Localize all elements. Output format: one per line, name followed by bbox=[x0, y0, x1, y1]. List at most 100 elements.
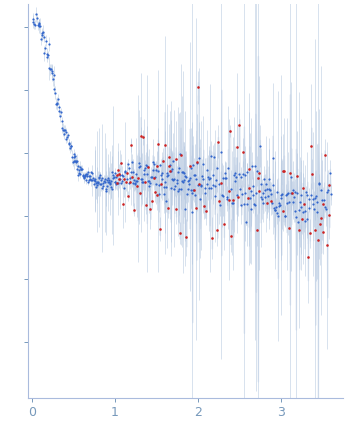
Point bbox=[241, 200, 247, 207]
Point bbox=[70, 158, 76, 165]
Point bbox=[249, 162, 255, 169]
Point bbox=[194, 176, 199, 183]
Point bbox=[105, 179, 111, 186]
Point bbox=[93, 184, 98, 191]
Point bbox=[140, 179, 146, 186]
Point bbox=[263, 180, 269, 187]
Point bbox=[139, 179, 145, 186]
Point bbox=[173, 206, 179, 213]
Point bbox=[179, 177, 184, 184]
Point bbox=[195, 160, 200, 166]
Point bbox=[246, 185, 251, 192]
Point bbox=[244, 168, 250, 175]
Point bbox=[134, 177, 140, 184]
Point bbox=[242, 172, 247, 179]
Point bbox=[142, 179, 148, 186]
Point bbox=[30, 18, 35, 25]
Point bbox=[96, 174, 101, 181]
Point bbox=[251, 192, 256, 199]
Point bbox=[168, 161, 173, 168]
Point bbox=[266, 186, 272, 193]
Point bbox=[44, 54, 50, 61]
Point bbox=[125, 161, 131, 168]
Point bbox=[257, 170, 262, 177]
Point bbox=[321, 201, 326, 208]
Point bbox=[184, 234, 189, 241]
Point bbox=[158, 162, 163, 169]
Point bbox=[200, 175, 205, 182]
Point bbox=[130, 169, 135, 176]
Point bbox=[45, 52, 51, 59]
Point bbox=[215, 139, 221, 146]
Point bbox=[150, 159, 155, 166]
Point bbox=[314, 208, 319, 215]
Point bbox=[298, 191, 303, 198]
Point bbox=[286, 225, 292, 232]
Point bbox=[107, 180, 113, 187]
Point bbox=[158, 180, 164, 187]
Point bbox=[260, 190, 265, 197]
Point bbox=[169, 175, 175, 182]
Point bbox=[325, 186, 331, 193]
Point bbox=[98, 180, 104, 187]
Point bbox=[40, 29, 46, 36]
Point bbox=[324, 242, 330, 249]
Point bbox=[129, 158, 134, 165]
Point bbox=[289, 190, 295, 197]
Point bbox=[92, 175, 97, 182]
Point bbox=[49, 69, 55, 76]
Point bbox=[101, 180, 106, 187]
Point bbox=[255, 174, 261, 181]
Point bbox=[185, 186, 190, 193]
Point bbox=[237, 185, 243, 192]
Point bbox=[294, 189, 299, 196]
Point bbox=[80, 173, 86, 180]
Point bbox=[125, 192, 130, 199]
Point bbox=[86, 172, 92, 179]
Point bbox=[47, 65, 52, 72]
Point bbox=[269, 199, 275, 206]
Point bbox=[266, 175, 271, 182]
Point bbox=[81, 174, 87, 181]
Point bbox=[210, 171, 216, 178]
Point bbox=[204, 167, 209, 174]
Point bbox=[212, 182, 217, 189]
Point bbox=[188, 187, 194, 194]
Point bbox=[244, 201, 250, 208]
Point bbox=[183, 173, 189, 180]
Point bbox=[262, 193, 267, 200]
Point bbox=[296, 226, 301, 233]
Point bbox=[283, 191, 289, 198]
Point bbox=[93, 180, 99, 187]
Point bbox=[112, 170, 117, 177]
Point bbox=[138, 176, 144, 183]
Point bbox=[224, 194, 229, 201]
Point bbox=[254, 168, 259, 175]
Point bbox=[281, 168, 287, 175]
Point bbox=[127, 175, 132, 182]
Point bbox=[186, 177, 192, 184]
Point bbox=[253, 189, 259, 196]
Point bbox=[99, 174, 105, 181]
Point bbox=[151, 174, 156, 181]
Point bbox=[46, 40, 51, 47]
Point bbox=[303, 189, 309, 196]
Point bbox=[155, 141, 161, 148]
Point bbox=[170, 166, 175, 173]
Point bbox=[75, 163, 80, 170]
Point bbox=[160, 157, 166, 164]
Point bbox=[89, 177, 94, 184]
Point bbox=[226, 187, 231, 194]
Point bbox=[235, 194, 241, 201]
Point bbox=[212, 193, 218, 200]
Point bbox=[99, 177, 104, 184]
Point bbox=[310, 196, 315, 203]
Point bbox=[287, 170, 293, 177]
Point bbox=[195, 83, 201, 90]
Point bbox=[35, 22, 41, 29]
Point bbox=[107, 179, 113, 186]
Point bbox=[152, 173, 158, 180]
Point bbox=[37, 23, 43, 30]
Point bbox=[290, 198, 295, 205]
Point bbox=[64, 136, 69, 143]
